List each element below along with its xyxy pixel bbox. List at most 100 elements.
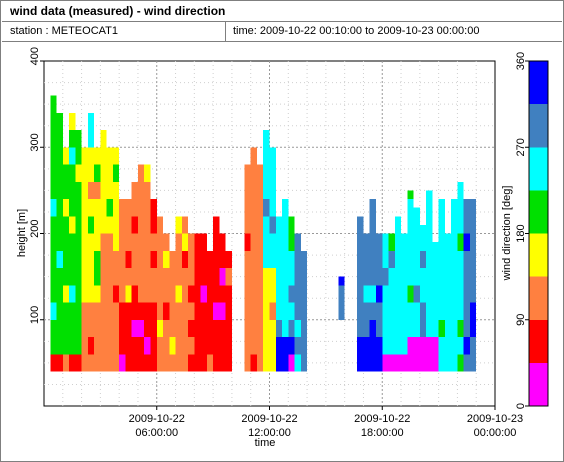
- heatmap-cell: [175, 337, 182, 355]
- heatmap-cell: [62, 216, 70, 234]
- heatmap-cell: [413, 319, 420, 337]
- heatmap-cell: [156, 302, 164, 320]
- heatmap-cell: [250, 147, 257, 165]
- heatmap-cell: [288, 285, 295, 303]
- heatmap-cell: [469, 216, 477, 234]
- heatmap-cell: [407, 250, 414, 268]
- station-label: station : METEOCAT1: [10, 25, 118, 37]
- heatmap-cell: [100, 285, 107, 303]
- heatmap-cell: [87, 199, 95, 217]
- heatmap-cell: [62, 233, 70, 251]
- heatmap-cell: [81, 199, 88, 217]
- heatmap-cell: [438, 233, 445, 251]
- heatmap-cell: [206, 250, 214, 268]
- heatmap-cell: [463, 337, 470, 355]
- heatmap-cell: [94, 337, 101, 355]
- heatmap-cell: [81, 285, 88, 303]
- heatmap-cell: [75, 233, 82, 251]
- heatmap-cell: [169, 337, 176, 355]
- colorbar-tick-label: 0: [515, 403, 527, 409]
- heatmap-cell: [81, 302, 88, 320]
- heatmap-cell: [137, 302, 145, 320]
- heatmap-cell: [119, 302, 126, 320]
- heatmap-cell: [137, 233, 145, 251]
- heatmap-cell: [144, 285, 151, 303]
- heatmap-cell: [94, 147, 101, 165]
- heatmap-cell: [56, 319, 63, 337]
- heatmap-cell: [75, 319, 82, 337]
- heatmap-cell: [69, 250, 76, 268]
- heatmap-cell: [419, 268, 427, 286]
- x-tick-label-date: 2009-10-22: [129, 413, 185, 425]
- heatmap-cell: [137, 216, 145, 234]
- heatmap-cell: [156, 250, 164, 268]
- heatmap-cell: [119, 216, 126, 234]
- heatmap-cell: [56, 268, 63, 286]
- heatmap-cell: [56, 233, 63, 251]
- heatmap-cell: [413, 233, 420, 251]
- heatmap-cell: [112, 268, 120, 286]
- heatmap-cell: [407, 268, 414, 286]
- heatmap-cell: [163, 302, 170, 320]
- heatmap-cell: [125, 268, 132, 286]
- heatmap-cell: [56, 199, 63, 217]
- heatmap-cell: [100, 199, 107, 217]
- heatmap-cell: [150, 319, 157, 337]
- heatmap-cell: [263, 164, 270, 182]
- heatmap-cell: [62, 199, 70, 217]
- heatmap-cell: [419, 233, 427, 251]
- heatmap-cell: [119, 268, 126, 286]
- heatmap-cell: [263, 250, 270, 268]
- heatmap-cell: [263, 268, 270, 286]
- heatmap-cell: [300, 337, 308, 355]
- heatmap-cell: [181, 319, 189, 337]
- heatmap-cell: [375, 302, 383, 320]
- heatmap-cell: [394, 354, 402, 372]
- heatmap-cell: [369, 354, 376, 372]
- heatmap-cell: [263, 199, 270, 217]
- heatmap-cell: [94, 250, 101, 268]
- heatmap-cell: [407, 216, 414, 234]
- heatmap-cell: [438, 250, 445, 268]
- heatmap-cell: [100, 233, 107, 251]
- heatmap-cell: [282, 337, 289, 355]
- colorbar-tick-label: 270: [515, 138, 527, 156]
- heatmap-cell: [112, 181, 120, 199]
- info-bar: station : METEOCAT1 time: 2009-10-22 00:…: [2, 22, 562, 42]
- heatmap-cell: [112, 302, 120, 320]
- heatmap-cell: [256, 233, 264, 251]
- heatmap-cell: [256, 268, 264, 286]
- heatmap-cell: [87, 250, 95, 268]
- heatmap-cell: [394, 233, 402, 251]
- heatmap-cell: [144, 216, 151, 234]
- heatmap-cell: [175, 268, 182, 286]
- heatmap-cell: [213, 302, 220, 320]
- heatmap-cell: [451, 337, 458, 355]
- colorbar-tick-label: 360: [515, 52, 527, 70]
- heatmap-cell: [256, 199, 264, 217]
- heatmap-cell: [200, 250, 207, 268]
- heatmap-cell: [407, 337, 414, 355]
- heatmap-cell: [275, 233, 283, 251]
- heatmap-cell: [194, 319, 201, 337]
- y-tick-label: 100: [29, 306, 41, 324]
- heatmap-cell: [75, 285, 82, 303]
- heatmap-cell: [225, 302, 232, 320]
- heatmap-cell: [50, 250, 57, 268]
- heatmap-cell: [469, 250, 477, 268]
- heatmap-cell: [363, 285, 370, 303]
- heatmap-cell: [363, 319, 370, 337]
- colorbar-segment: [529, 319, 548, 363]
- heatmap-cell: [388, 337, 395, 355]
- heatmap-cell: [250, 250, 257, 268]
- heatmap-cell: [94, 216, 101, 234]
- heatmap-cell: [300, 285, 308, 303]
- heatmap-cell: [75, 181, 82, 199]
- heatmap-cell: [219, 319, 226, 337]
- heatmap-cell: [200, 354, 207, 372]
- heatmap-cell: [269, 216, 276, 234]
- heatmap-cell: [56, 250, 63, 268]
- heatmap-cell: [75, 130, 82, 148]
- heatmap-cell: [62, 354, 70, 372]
- heatmap-cell: [56, 130, 63, 148]
